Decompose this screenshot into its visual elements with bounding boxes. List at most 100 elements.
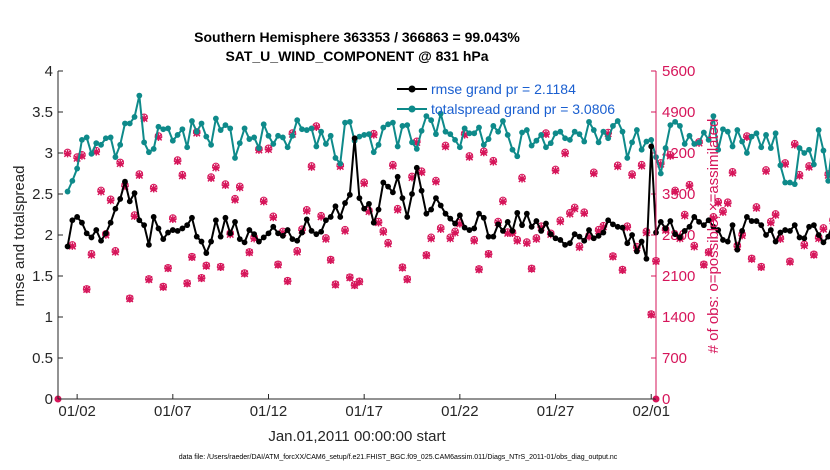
totalspread-point	[184, 144, 191, 151]
rmse-point	[672, 231, 679, 238]
obs-assimilated-point	[556, 217, 565, 226]
rmse-point	[514, 209, 521, 216]
obs-assimilated-point	[800, 241, 809, 250]
rmse-point	[107, 219, 114, 226]
totalspread-point	[69, 177, 76, 184]
obs-assimilated-point	[618, 266, 627, 274]
obs-assimilated-point	[221, 181, 230, 190]
rmse-point	[270, 223, 277, 230]
totalspread-point	[64, 188, 71, 195]
obs-assimilated-point	[767, 218, 775, 227]
rmse-point	[117, 196, 124, 202]
rmse-point	[547, 231, 554, 238]
rmse-point	[590, 235, 597, 242]
obs-assimilated-point	[379, 228, 388, 236]
rmse-point	[389, 189, 396, 196]
totalspread-point	[480, 141, 487, 148]
rmse-point	[624, 240, 631, 247]
obs-assimilated-point	[604, 129, 612, 138]
totalspread-point	[825, 177, 830, 184]
totalspread-point	[203, 133, 210, 140]
totalspread-point	[246, 136, 253, 142]
obs-assimilated-point	[628, 171, 636, 180]
totalspread-point	[624, 155, 631, 161]
rmse-point	[782, 227, 789, 233]
y-right-tick-label: 1400	[662, 309, 695, 326]
obs-assimilated-point	[786, 258, 794, 266]
obs-assimilated-point	[570, 204, 579, 213]
rmse-point	[323, 217, 329, 224]
rmse-point	[763, 232, 769, 238]
rmse-point	[504, 218, 511, 225]
obs-assimilated-point	[207, 174, 215, 182]
obs-assimilated-point	[762, 167, 770, 175]
rmse-point	[791, 222, 798, 229]
obs-assimilated-point	[590, 169, 598, 178]
rmse-point	[150, 214, 157, 220]
obs-assimilated-point	[704, 248, 713, 257]
rmse-point	[251, 231, 258, 238]
obs-assimilated-point	[360, 179, 368, 188]
rmse-point	[241, 239, 248, 246]
obs-assimilated-point	[422, 251, 431, 260]
rmse-point	[327, 214, 334, 220]
rmse-point	[409, 191, 415, 197]
rmse-point	[370, 219, 377, 226]
totalspread-point	[519, 129, 525, 136]
rmse-point	[433, 195, 439, 202]
rmse-point	[437, 202, 444, 209]
obs-assimilated-point	[398, 264, 407, 272]
totalspread-point	[413, 146, 420, 152]
y-right-tick-label: 700	[662, 350, 687, 367]
totalspread-point	[552, 130, 559, 137]
obs-assimilated-point	[350, 281, 359, 290]
rmse-point	[318, 228, 325, 235]
totalspread-point	[657, 170, 664, 177]
totalspread-point	[145, 149, 152, 156]
rmse-point	[131, 190, 138, 197]
rmse-point	[375, 206, 382, 213]
totalspread-point	[724, 128, 731, 135]
totalspread-point	[471, 130, 478, 137]
obs-assimilated-point	[417, 168, 426, 177]
totalspread-point	[337, 160, 344, 167]
obs-assimilated-point	[532, 235, 541, 243]
obs-assimilated-point	[585, 232, 593, 241]
totalspread-point	[748, 133, 755, 140]
obs-assimilated-point	[145, 275, 153, 284]
totalspread-point	[270, 141, 277, 147]
totalspread-point	[700, 129, 707, 136]
totalspread-point	[423, 113, 430, 119]
totalspread-point	[241, 125, 248, 132]
rmse-point	[720, 237, 726, 243]
obs-assimilated-point	[159, 283, 168, 291]
rmse-point	[88, 234, 95, 241]
legend-spread-label: totalspread grand pr = 3.0806	[431, 101, 615, 117]
totalspread-point	[222, 122, 229, 129]
totalspread-point	[767, 145, 774, 151]
totalspread-point	[581, 138, 588, 145]
rmse-point	[69, 217, 76, 224]
totalspread-point	[433, 131, 439, 138]
rmse-point	[739, 228, 746, 234]
obs-assimilated-point	[68, 242, 77, 250]
obs-assimilated-point	[551, 166, 560, 175]
rmse-point	[366, 200, 372, 207]
rmse-point	[710, 223, 717, 230]
totalspread-point	[782, 179, 789, 186]
obs-assimilated-point	[78, 152, 86, 160]
totalspread-point	[696, 139, 702, 146]
totalspread-point	[141, 139, 148, 146]
totalspread-point	[600, 128, 607, 135]
rmse-point	[342, 200, 348, 206]
totalspread-point	[810, 161, 817, 168]
totalspread-point	[74, 165, 81, 172]
obs-assimilated-point	[790, 141, 799, 149]
obs-assimilated-point	[63, 149, 72, 158]
obs-assimilated-point	[513, 237, 522, 245]
obs-assimilated-point	[613, 162, 622, 171]
totalspread-point	[256, 145, 262, 151]
rmse-point	[275, 230, 281, 237]
